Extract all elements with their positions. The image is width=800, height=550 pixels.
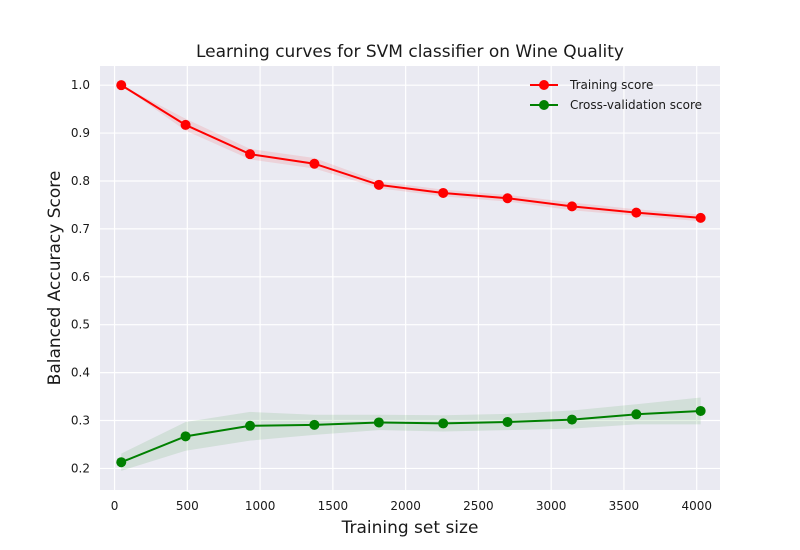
x-tick-label: 4000 <box>681 499 712 513</box>
y-tick-label: 0.2 <box>71 461 90 475</box>
series-1-point <box>180 431 191 442</box>
confidence-bands <box>121 85 701 471</box>
y-tick-label: 0.8 <box>71 174 90 188</box>
series-0-point <box>373 179 384 190</box>
y-tick-labels: 0.2 0.3 0.4 0.5 0.6 0.7 0.8 0.9 1.0 <box>71 78 90 475</box>
legend: Training score Cross-validation score <box>530 78 702 112</box>
legend-training-label: Training score <box>569 78 653 92</box>
grid-lines <box>100 66 720 490</box>
legend-training-marker <box>539 80 549 90</box>
series-1-point <box>695 405 706 416</box>
y-tick-label: 1.0 <box>71 78 90 92</box>
series-lines <box>120 84 701 464</box>
series-1-point <box>438 418 449 429</box>
x-tick-label: 500 <box>176 499 199 513</box>
x-axis-label: Training set size <box>341 518 479 538</box>
x-tick-label: 2000 <box>390 499 421 513</box>
series-0-band <box>121 85 701 222</box>
y-tick-label: 0.9 <box>71 126 90 140</box>
legend-cv-label: Cross-validation score <box>570 98 702 112</box>
series-1-point <box>245 420 256 431</box>
series-1-point <box>373 417 384 428</box>
y-tick-label: 0.3 <box>71 414 90 428</box>
series-1-band <box>121 397 701 471</box>
series-0-point <box>502 193 513 204</box>
series-0-line <box>120 84 701 219</box>
y-tick-label: 0.6 <box>71 270 90 284</box>
series-1-point <box>631 409 642 420</box>
series-0-point <box>245 149 256 160</box>
legend-cv-marker <box>539 100 549 110</box>
y-tick-label: 0.5 <box>71 318 90 332</box>
x-tick-label: 2500 <box>463 499 494 513</box>
series-1-line <box>120 409 701 464</box>
series-0-point <box>116 80 127 91</box>
x-tick-label: 3000 <box>536 499 567 513</box>
x-tick-label: 1500 <box>318 499 349 513</box>
y-tick-label: 0.4 <box>71 366 90 380</box>
series-0-point <box>566 201 577 212</box>
series-1-point <box>566 414 577 425</box>
plot-background <box>100 66 720 490</box>
x-tick-label: 1000 <box>245 499 276 513</box>
series-1-point <box>502 416 513 427</box>
series-0-point <box>695 212 706 223</box>
series-0-point <box>180 119 191 130</box>
series-0-point <box>309 158 320 169</box>
series-1-point <box>309 419 320 430</box>
series-0-point <box>438 187 449 198</box>
chart-title: Learning curves for SVM classifier on Wi… <box>196 42 624 62</box>
y-axis-label: Balanced Accuracy Score <box>45 171 65 386</box>
series-points <box>116 80 706 468</box>
series-0-point <box>631 207 642 218</box>
x-tick-label: 3500 <box>609 499 640 513</box>
x-tick-labels: 0 500 1000 1500 2000 2500 3000 3500 4000 <box>111 499 712 513</box>
y-tick-label: 0.7 <box>71 222 90 236</box>
x-tick-label: 0 <box>111 499 119 513</box>
series-1-point <box>116 457 127 468</box>
